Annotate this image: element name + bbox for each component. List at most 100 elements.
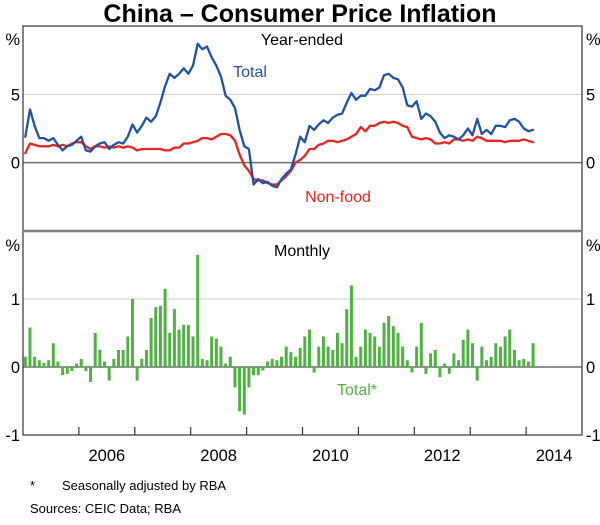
monthly-bar: [270, 358, 274, 367]
monthly-bar: [298, 347, 302, 367]
monthly-bar: [42, 362, 46, 367]
panel-title-year-ended: Year-ended: [261, 32, 343, 49]
monthly-bar: [382, 322, 386, 367]
monthly-bar: [289, 352, 293, 367]
top-y-tick-label: 5: [11, 86, 20, 104]
monthly-bar: [368, 333, 372, 367]
monthly-bar: [149, 318, 153, 367]
series-label-total-monthly: Total*: [337, 382, 377, 399]
monthly-bar: [163, 288, 167, 367]
monthly-bar: [321, 336, 325, 367]
monthly-bar: [359, 346, 363, 367]
monthly-bar: [228, 356, 232, 367]
monthly-bar: [363, 329, 367, 367]
monthly-bar: [424, 367, 428, 374]
x-axis-year-label: 2008: [200, 447, 237, 465]
series-label-nonfood: Non-food: [305, 189, 371, 206]
monthly-bar: [335, 333, 339, 367]
series-label-total: Total: [233, 64, 267, 81]
monthly-bar: [23, 356, 27, 367]
x-axis-year-label: 2012: [424, 447, 461, 465]
monthly-bar: [51, 343, 55, 367]
monthly-bar: [405, 360, 409, 367]
monthly-bar: [214, 338, 218, 367]
monthly-bar: [387, 316, 391, 367]
monthly-bar: [116, 350, 120, 367]
footnote-marker: *: [30, 478, 36, 493]
bottom-left-unit-label: %: [5, 237, 20, 255]
monthly-bar: [28, 327, 32, 367]
monthly-bar: [457, 360, 461, 367]
monthly-bar: [396, 333, 400, 367]
monthly-bar: [261, 367, 265, 371]
monthly-bar: [177, 329, 181, 367]
total-line: [24, 42, 535, 189]
monthly-bar: [294, 356, 298, 367]
monthly-bar: [517, 360, 521, 367]
bottom-y-tick-label: 1: [586, 291, 595, 309]
monthly-bar: [200, 358, 204, 367]
top-y-tick-label: 0: [11, 155, 20, 173]
monthly-bar: [37, 360, 41, 367]
monthly-bar: [280, 356, 284, 367]
x-axis-year-label: 2006: [88, 447, 125, 465]
panel-title-monthly: Monthly: [274, 243, 330, 260]
monthly-bar: [98, 350, 102, 367]
monthly-bar: [275, 360, 279, 367]
monthly-bar: [140, 358, 144, 367]
top-right-unit-label: %: [586, 31, 600, 49]
monthly-bar: [433, 350, 437, 367]
monthly-bar: [154, 307, 158, 367]
monthly-bar: [112, 358, 116, 367]
monthly-bar: [307, 329, 311, 367]
monthly-bar: [70, 367, 74, 372]
monthly-bar: [158, 305, 162, 367]
monthly-bar: [461, 339, 465, 367]
monthly-bar: [498, 346, 502, 367]
monthly-bar: [526, 361, 530, 367]
bottom-y-tick-label: 0: [586, 359, 595, 377]
monthly-bar: [415, 346, 419, 367]
monthly-bar: [135, 367, 139, 381]
monthly-bar: [219, 346, 223, 367]
bottom-y-tick-label: -1: [5, 427, 20, 445]
x-axis-year-label: 2014: [536, 447, 573, 465]
monthly-bar: [508, 329, 512, 367]
monthly-bar: [242, 367, 246, 415]
monthly-bar: [354, 356, 358, 367]
monthly-bar: [103, 361, 107, 367]
top-y-tick-label: 0: [586, 155, 595, 173]
monthly-bar: [452, 353, 456, 367]
monthly-bar: [247, 367, 251, 388]
monthly-bar: [75, 363, 79, 367]
monthly-bar: [326, 346, 330, 367]
monthly-bar: [121, 350, 125, 367]
monthly-bar: [466, 329, 470, 367]
monthly-bar: [503, 336, 507, 367]
monthly-bar: [531, 343, 535, 367]
monthly-bar: [317, 346, 321, 367]
monthly-bar: [144, 350, 148, 367]
monthly-bar: [401, 346, 405, 367]
bottom-right-unit-label: %: [586, 237, 600, 255]
monthly-bar: [107, 367, 111, 381]
monthly-bar: [65, 367, 69, 374]
monthly-bar: [480, 346, 484, 367]
monthly-bar: [485, 360, 489, 367]
chart-canvas: %%% % 0 0 5 5 -1 -1 0 0 1 1 2006 2008 2010 2012 2014 Year…: [5, 25, 600, 465]
monthly-bar: [238, 367, 242, 412]
monthly-bar: [489, 356, 493, 367]
monthly-bar: [522, 358, 526, 367]
monthly-bar: [89, 367, 93, 382]
monthly-bar: [266, 361, 270, 367]
monthly-bar: [126, 336, 130, 367]
monthly-bar: [256, 367, 260, 376]
monthly-bar: [93, 333, 97, 367]
monthly-bar: [373, 336, 377, 367]
monthly-bar: [391, 326, 395, 367]
monthly-bar: [512, 350, 516, 367]
bottom-y-tick-label: 1: [11, 291, 20, 309]
monthly-bar: [312, 367, 316, 373]
monthly-bar: [130, 299, 134, 367]
monthly-bar: [182, 324, 186, 367]
